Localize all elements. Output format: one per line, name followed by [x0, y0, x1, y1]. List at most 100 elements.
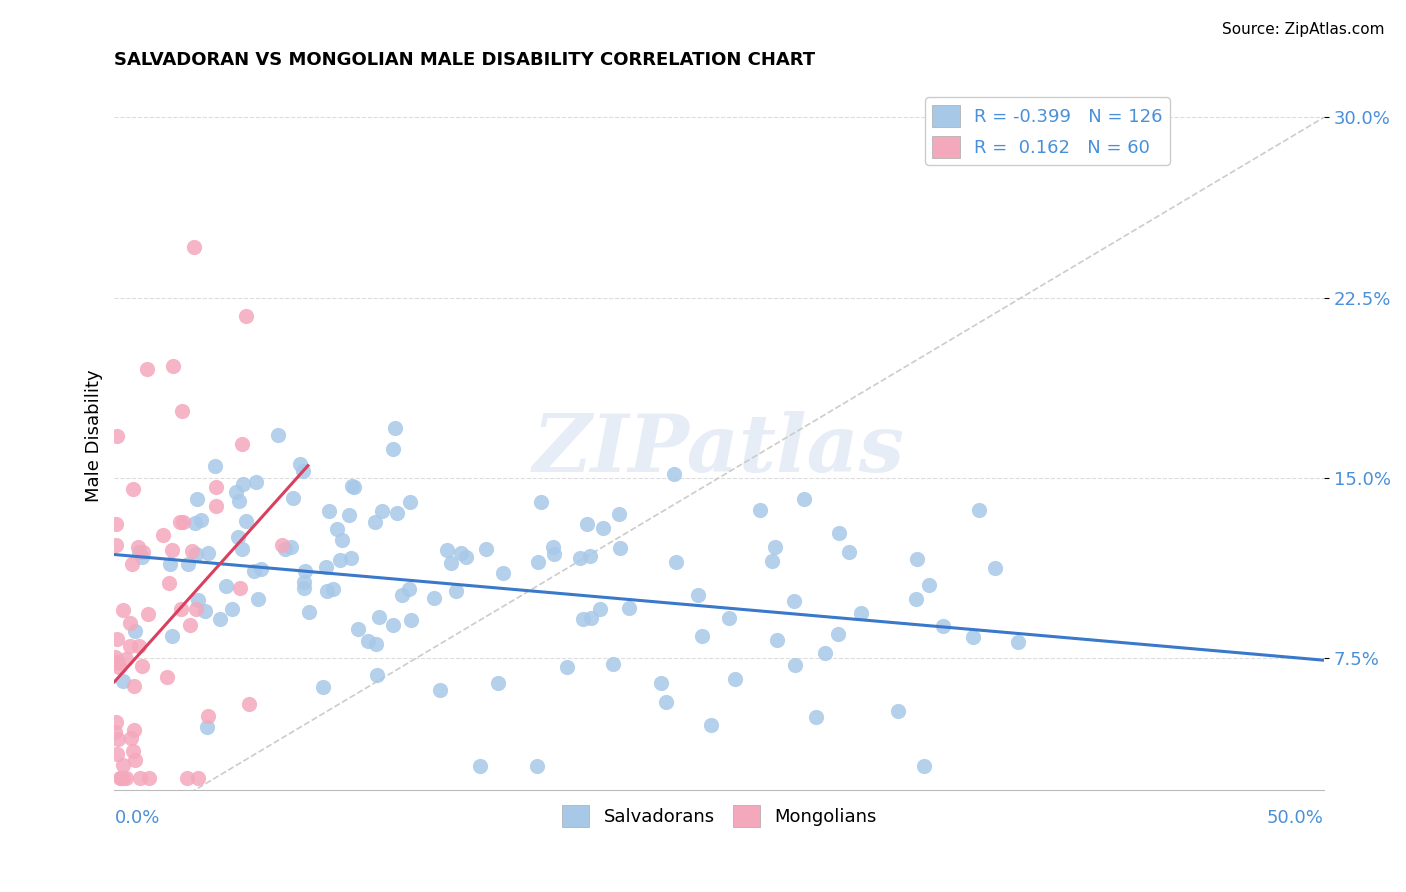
Point [131, 549, 153, 564]
Text: SALVADORAN VS MONGOLIAN MALE DISABILITY CORRELATION CHART: SALVADORAN VS MONGOLIAN MALE DISABILITY … [114, 51, 815, 69]
Point [686, 588, 709, 602]
Point [214, 579, 236, 593]
Point [399, 495, 422, 509]
Point [294, 564, 316, 578]
Point [422, 591, 444, 606]
Point [569, 551, 592, 566]
Point [229, 581, 252, 595]
Point [592, 521, 614, 535]
Point [111, 603, 134, 617]
Point [315, 560, 337, 574]
Point [108, 659, 131, 673]
Point [665, 555, 688, 569]
Point [226, 530, 249, 544]
Point [183, 240, 205, 254]
Point [186, 602, 208, 616]
Point [104, 724, 127, 739]
Point [157, 576, 180, 591]
Point [398, 582, 420, 596]
Point [184, 516, 207, 531]
Point [105, 657, 128, 671]
Point [364, 637, 387, 651]
Point [112, 757, 135, 772]
Point [932, 618, 955, 632]
Point [246, 591, 269, 606]
Point [169, 515, 191, 529]
Text: 50.0%: 50.0% [1267, 809, 1324, 827]
Point [541, 540, 564, 554]
Point [291, 464, 314, 478]
Point [650, 676, 672, 690]
Point [367, 610, 389, 624]
Legend: Salvadorans, Mongolians: Salvadorans, Mongolians [554, 797, 884, 834]
Point [197, 545, 219, 559]
Point [124, 624, 146, 639]
Point [187, 593, 209, 607]
Point [120, 616, 142, 631]
Point [159, 557, 181, 571]
Point [347, 622, 370, 636]
Point [330, 533, 353, 547]
Point [983, 561, 1005, 575]
Point [381, 442, 404, 456]
Point [205, 499, 228, 513]
Point [468, 759, 491, 773]
Point [156, 670, 179, 684]
Point [180, 544, 202, 558]
Point [804, 710, 827, 724]
Point [357, 634, 380, 648]
Point [391, 588, 413, 602]
Point [578, 549, 600, 563]
Point [589, 601, 612, 615]
Point [828, 526, 851, 541]
Point [749, 503, 772, 517]
Point [128, 545, 150, 559]
Point [655, 695, 678, 709]
Point [543, 547, 565, 561]
Point [444, 583, 467, 598]
Point [177, 557, 200, 571]
Point [111, 771, 134, 785]
Point [381, 617, 404, 632]
Point [225, 484, 247, 499]
Point [454, 550, 477, 565]
Point [530, 495, 553, 509]
Point [298, 605, 321, 619]
Point [128, 639, 150, 653]
Point [575, 517, 598, 532]
Point [122, 723, 145, 738]
Point [105, 655, 128, 669]
Point [131, 659, 153, 673]
Point [793, 492, 815, 507]
Point [170, 404, 193, 418]
Point [110, 771, 132, 785]
Point [814, 646, 837, 660]
Point [221, 602, 243, 616]
Point [765, 540, 787, 554]
Point [172, 515, 194, 529]
Point [371, 504, 394, 518]
Point [104, 650, 127, 665]
Point [699, 718, 721, 732]
Point [107, 656, 129, 670]
Point [122, 482, 145, 496]
Point [186, 547, 208, 561]
Point [905, 552, 928, 566]
Point [186, 491, 208, 506]
Point [245, 475, 267, 490]
Point [187, 771, 209, 785]
Point [343, 481, 366, 495]
Point [761, 554, 783, 568]
Point [104, 517, 127, 532]
Point [122, 679, 145, 693]
Point [274, 542, 297, 557]
Point [581, 611, 603, 625]
Point [602, 657, 624, 672]
Point [280, 540, 302, 554]
Point [105, 747, 128, 761]
Point [179, 617, 201, 632]
Text: Source: ZipAtlas.com: Source: ZipAtlas.com [1222, 22, 1385, 37]
Point [339, 551, 361, 566]
Point [208, 612, 231, 626]
Point [197, 709, 219, 723]
